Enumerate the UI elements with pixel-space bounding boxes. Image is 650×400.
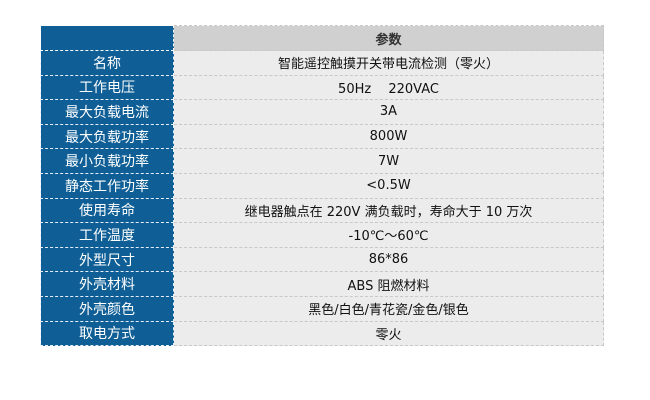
table-row: 使用寿命 继电器触点在 220V 满负载时，寿命大于 10 万次 bbox=[40, 197, 604, 224]
table-row: 最大负载电流 3A bbox=[40, 99, 604, 125]
row-label: 静态工作功率 bbox=[40, 172, 174, 199]
table-row: 最大负载功率 800W bbox=[40, 123, 604, 150]
row-value: 黑色/白色/青花瓷/金色/银色 bbox=[173, 295, 604, 322]
table-row: 取电方式 零火 bbox=[40, 320, 604, 347]
row-label: 最大负载电流 bbox=[40, 99, 174, 125]
row-label: 使用寿命 bbox=[40, 197, 174, 224]
row-label: 工作电压 bbox=[40, 74, 174, 101]
header-label-cell bbox=[40, 25, 174, 51]
table-row: 工作电压 50Hz 220VAC bbox=[40, 74, 604, 101]
row-value: 86*86 bbox=[173, 246, 604, 273]
table-row: 外型尺寸 86*86 bbox=[40, 246, 604, 273]
row-value: 7W bbox=[173, 148, 604, 174]
row-value: 零火 bbox=[173, 320, 604, 347]
row-label: 外型尺寸 bbox=[40, 246, 174, 273]
row-label: 外壳材料 bbox=[40, 271, 174, 297]
row-label: 最小负载功率 bbox=[40, 148, 174, 174]
row-value: 3A bbox=[173, 99, 604, 125]
row-label: 最大负载功率 bbox=[40, 123, 174, 150]
row-value: 继电器触点在 220V 满负载时，寿命大于 10 万次 bbox=[173, 197, 604, 224]
row-value: 智能遥控触摸开关带电流检测（零火） bbox=[173, 50, 604, 76]
table-row: 名称 智能遥控触摸开关带电流检测（零火） bbox=[40, 50, 604, 76]
row-value: 50Hz 220VAC bbox=[173, 74, 604, 101]
table-row: 最小负载功率 7W bbox=[40, 148, 604, 174]
row-label: 外壳颜色 bbox=[40, 295, 174, 322]
row-label: 名称 bbox=[40, 50, 174, 76]
row-value: -10℃～60℃ bbox=[173, 222, 604, 248]
row-value: 800W bbox=[173, 123, 604, 150]
table-row: 静态工作功率 <0.5W bbox=[40, 172, 604, 199]
spec-table: 参数 名称 智能遥控触摸开关带电流检测（零火） 工作电压 50Hz 220VAC 最大负… bbox=[40, 25, 604, 347]
header-value-cell: 参数 bbox=[173, 25, 604, 51]
table-row: 外壳颜色 黑色/白色/青花瓷/金色/银色 bbox=[40, 295, 604, 322]
row-label: 工作温度 bbox=[40, 222, 174, 248]
table-header-row: 参数 bbox=[40, 25, 604, 51]
row-value: <0.5W bbox=[173, 172, 604, 199]
table-row: 工作温度 -10℃～60℃ bbox=[40, 222, 604, 248]
table-row: 外壳材料 ABS 阻燃材料 bbox=[40, 271, 604, 297]
row-value: ABS 阻燃材料 bbox=[173, 271, 604, 297]
row-label: 取电方式 bbox=[40, 320, 174, 347]
